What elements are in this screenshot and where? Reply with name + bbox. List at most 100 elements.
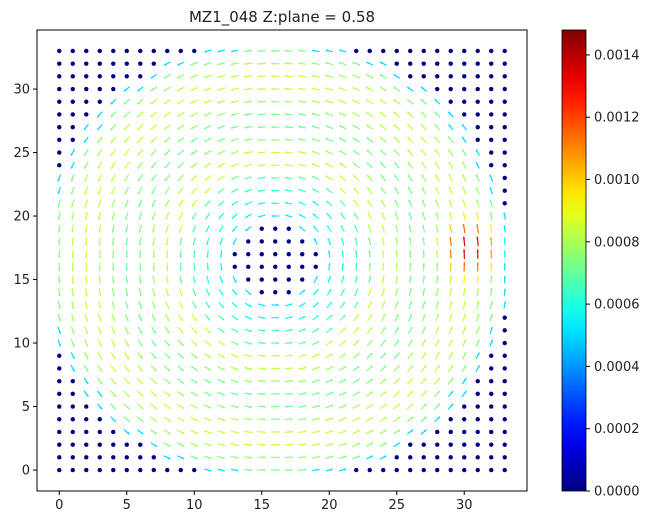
vector-arrow — [312, 315, 320, 321]
arrow-head — [271, 176, 274, 180]
arrow-head — [57, 230, 61, 233]
vector-arrow — [244, 49, 253, 53]
vector-point — [57, 404, 62, 409]
vector-arrow — [311, 62, 320, 66]
vector-arrow — [298, 417, 307, 421]
vector-arrow — [244, 443, 253, 447]
arrow-head — [153, 306, 156, 309]
vector-arrow — [58, 250, 61, 259]
vector-arrow — [435, 313, 440, 322]
vector-arrow — [125, 224, 129, 233]
arrow-head — [181, 356, 184, 359]
arrow-head — [380, 137, 383, 140]
vector-arrow — [476, 236, 479, 247]
arrow-head — [257, 88, 261, 91]
vector-arrow — [110, 377, 117, 385]
arrow-head — [221, 317, 225, 321]
arrow-head — [450, 365, 453, 368]
arrow-head — [407, 136, 410, 140]
vector-arrow — [163, 403, 172, 410]
vector-point — [286, 251, 291, 257]
arrow-head — [230, 152, 234, 155]
vector-arrow — [338, 112, 347, 117]
vector-arrow — [244, 328, 253, 333]
vector-arrow — [232, 237, 237, 246]
arrow-head — [181, 381, 184, 384]
arrow-head — [276, 468, 280, 472]
vector-arrow — [366, 124, 374, 130]
vector-arrow — [393, 86, 401, 92]
arrow-head — [113, 419, 116, 422]
arrow-head — [353, 175, 356, 178]
vector-point — [475, 99, 480, 104]
vector-arrow — [338, 404, 347, 409]
vector-arrow — [379, 61, 387, 66]
vector-arrow — [298, 87, 307, 91]
vector-arrow — [138, 199, 143, 208]
colorbar-tick-label: 0.0010 — [594, 173, 640, 188]
vector-point — [57, 442, 62, 447]
arrow-head — [208, 469, 212, 472]
arrow-head — [435, 212, 438, 215]
arrow-head — [137, 140, 140, 143]
vector-arrow — [123, 429, 130, 435]
arrow-head — [394, 199, 398, 203]
vector-arrow — [421, 339, 427, 347]
vector-arrow — [219, 275, 224, 284]
vector-arrow — [284, 151, 293, 154]
arrow-head — [477, 365, 480, 368]
vector-arrow — [57, 313, 61, 322]
vector-point — [475, 378, 480, 384]
arrow-head — [195, 456, 198, 459]
arrow-head — [303, 443, 307, 446]
vector-arrow — [366, 378, 374, 384]
vector-point — [435, 467, 440, 473]
arrow-head — [236, 393, 239, 396]
arrow-head — [71, 204, 74, 208]
vector-arrow — [271, 354, 280, 357]
arrow-head — [235, 469, 239, 472]
arrow-head — [193, 293, 196, 296]
vector-arrow — [217, 404, 226, 409]
vector-point — [489, 48, 494, 54]
vector-arrow — [338, 455, 347, 460]
vector-arrow — [338, 365, 347, 372]
vector-arrow — [462, 300, 466, 310]
arrow-head — [139, 306, 142, 309]
vector-arrow — [190, 74, 199, 79]
arrow-head — [490, 249, 493, 253]
arrow-head — [342, 314, 346, 318]
vector-arrow — [354, 288, 359, 297]
vector-arrow — [312, 468, 320, 472]
vector-arrow — [394, 186, 400, 195]
vector-arrow — [434, 351, 440, 360]
vector-arrow — [191, 301, 197, 309]
vector-point — [138, 455, 143, 460]
vector-arrow — [163, 455, 171, 460]
arrow-head — [86, 356, 89, 360]
vector-point — [57, 429, 62, 435]
arrow-head — [396, 314, 399, 317]
vector-arrow — [366, 339, 373, 347]
vector-arrow — [380, 352, 387, 360]
arrow-head — [463, 288, 466, 291]
vector-arrow — [124, 326, 130, 335]
arrow-head — [181, 368, 184, 371]
arrow-head — [290, 405, 293, 408]
vector-arrow — [379, 86, 388, 92]
vector-arrow — [150, 149, 157, 156]
arrow-head — [209, 444, 212, 447]
vector-arrow — [139, 250, 142, 259]
vector-arrow — [97, 161, 103, 170]
vector-arrow — [96, 111, 103, 118]
vector-point — [57, 112, 62, 117]
vector-arrow — [447, 111, 454, 118]
arrow-head — [421, 161, 424, 165]
arrow-head — [204, 152, 207, 155]
vector-arrow — [420, 136, 427, 144]
arrow-head — [339, 175, 343, 178]
vector-point — [124, 61, 129, 66]
arrow-head — [231, 177, 234, 180]
vector-arrow — [421, 326, 427, 335]
vector-arrow — [325, 162, 334, 168]
